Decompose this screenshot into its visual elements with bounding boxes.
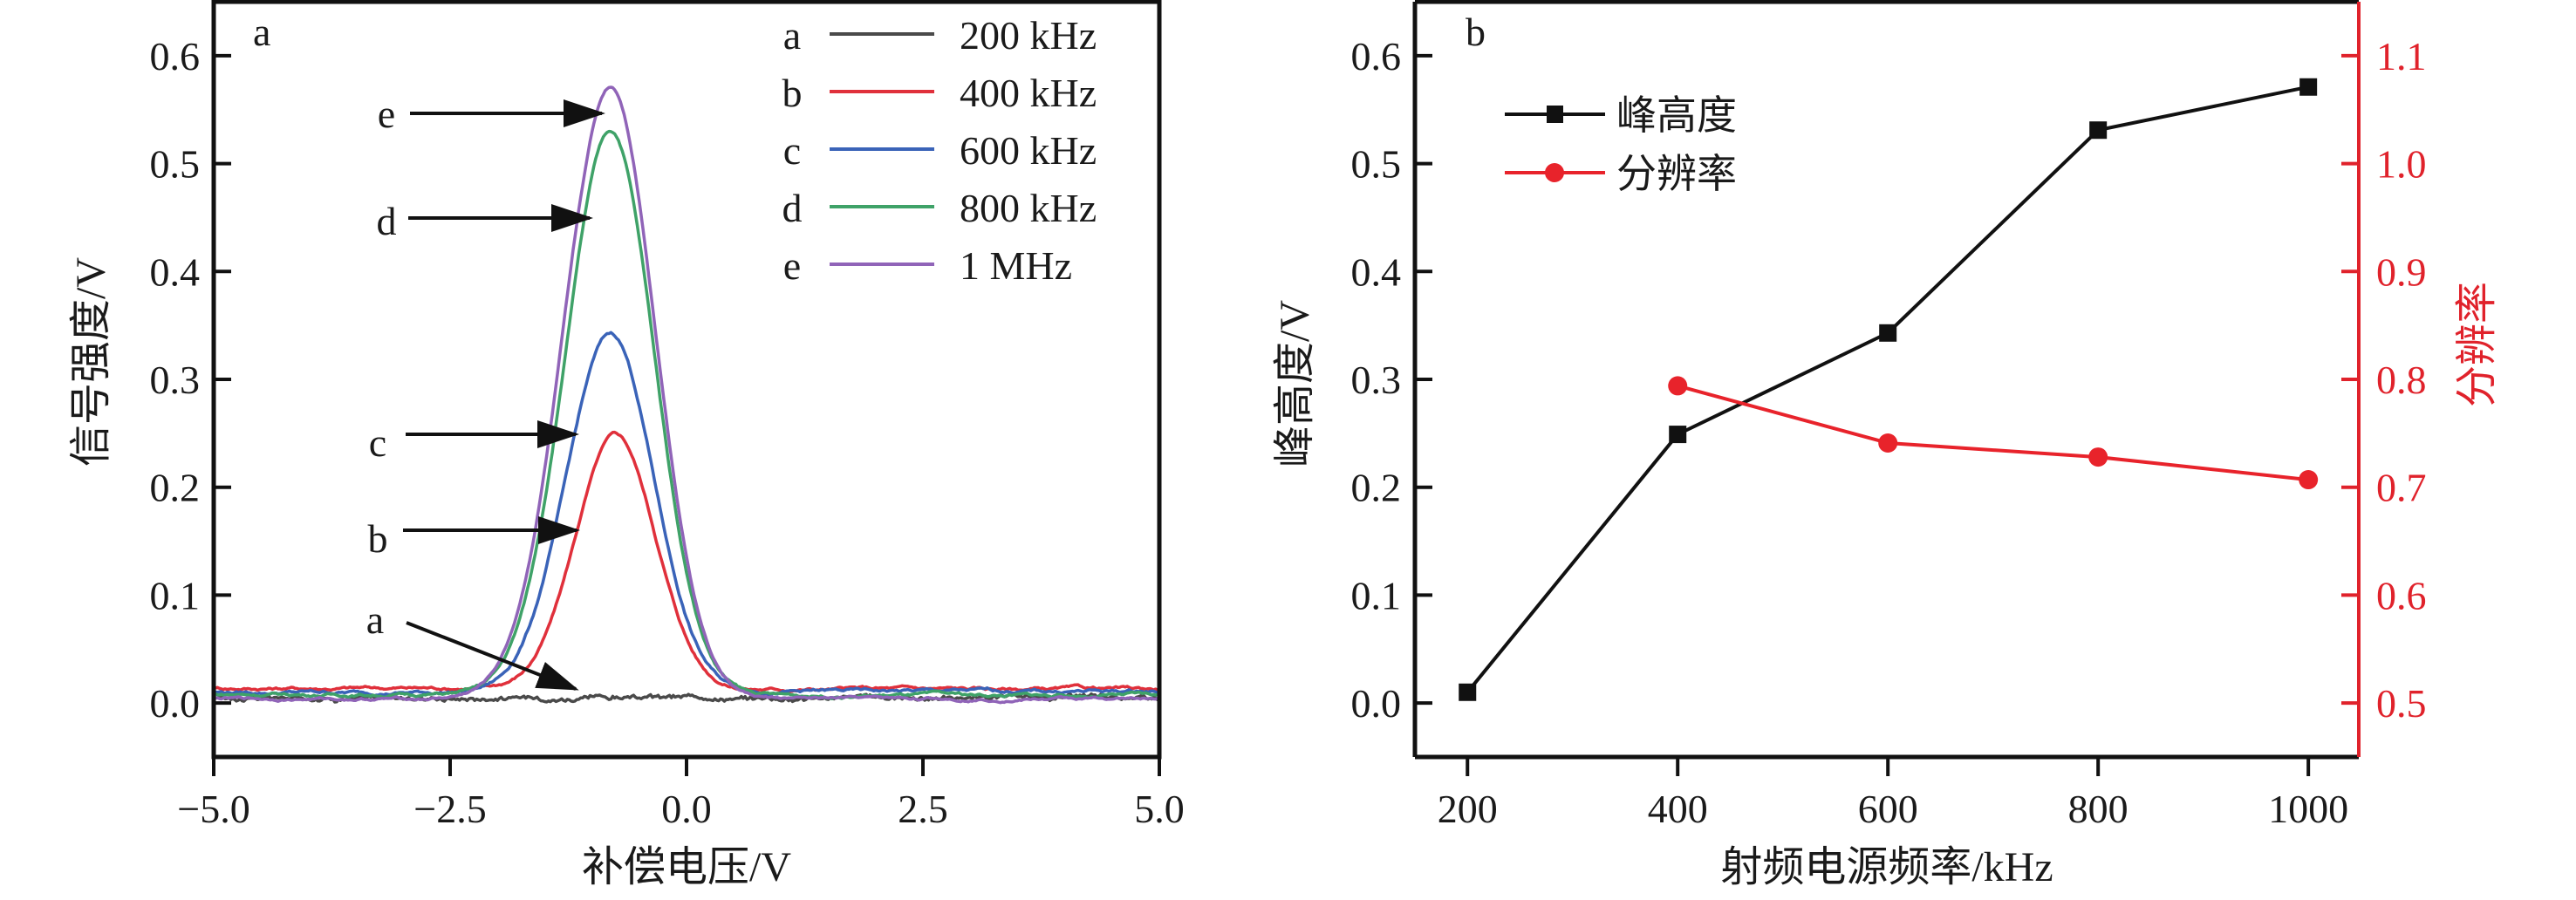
y-tick-label: 0.0 (1351, 681, 1402, 726)
panel-a-arrow-annotations: e d c ba (366, 92, 605, 691)
data-point-square (1879, 324, 1897, 342)
y-tick-label: 0.3 (150, 358, 201, 402)
curve-b (213, 430, 1160, 693)
right-y-tick-label: 0.8 (2376, 358, 2427, 402)
right-y-tick-label: 0.9 (2376, 249, 2427, 294)
legend-item-e: e 1 MHz (783, 243, 1072, 288)
y-tick-label: 0.4 (1351, 249, 1402, 294)
panel-b-right-y-axis-title: 分辨率 (2454, 282, 2500, 407)
legend-square-marker-icon (1547, 106, 1563, 123)
legend-key: b (782, 71, 803, 115)
right-y-tick-label: 1.1 (2376, 34, 2427, 78)
annotation-b: b (368, 516, 580, 561)
curve-e (213, 85, 1160, 705)
legend-item-a: a 200 kHz (783, 13, 1097, 58)
annotation-a: a (366, 597, 579, 691)
panel-a-y-axis-title: 信号强度/V (68, 257, 114, 467)
panel-b-right-y-axis: 0.5 0.6 0.7 0.8 0.9 1.0 1.1 (2341, 34, 2427, 726)
data-point-circle (2088, 447, 2108, 467)
y-tick-label: 0.1 (1351, 573, 1402, 617)
series-resolution (1668, 376, 2319, 490)
legend-item-resolution: 分辨率 (1505, 152, 1737, 196)
data-point-square (2089, 121, 2108, 140)
annotation-e: e (378, 92, 605, 136)
y-tick-label: 0.6 (150, 34, 201, 78)
x-tick-label: 1000 (2268, 787, 2348, 831)
panel-a-curves (212, 85, 1161, 705)
series-line (1466, 85, 2309, 694)
y-tick-label: 0.0 (150, 681, 201, 726)
right-y-tick-label: 0.7 (2376, 466, 2427, 510)
data-point-circle (2299, 470, 2319, 490)
panel-a-x-axis-title: 补偿电压/V (582, 844, 791, 890)
x-tick-label: −2.5 (413, 787, 486, 831)
x-tick-label: 800 (2068, 787, 2128, 831)
x-tick-label: 0.0 (661, 787, 712, 831)
legend-label: 200 kHz (960, 13, 1097, 58)
panel-a-legend: a 200 kHz b 400 kHz c 600 kHz d 800 kHz e 1 MHz (782, 13, 1097, 288)
x-tick-label: 200 (1438, 787, 1498, 831)
annotation-label: e (378, 92, 395, 136)
data-point-circle (1878, 433, 1898, 453)
right-y-tick-label: 0.5 (2376, 681, 2427, 726)
x-tick-label: 2.5 (898, 787, 948, 831)
data-point-circle (1668, 376, 1688, 396)
right-y-tick-label: 0.6 (2376, 573, 2427, 617)
panel-a-label: a (253, 10, 270, 54)
annotation-label: a (366, 597, 384, 642)
panel-b-label: b (1466, 10, 1486, 54)
legend-label: 1 MHz (960, 243, 1072, 288)
legend-item-b: b 400 kHz (782, 71, 1097, 115)
y-tick-label: 0.5 (150, 142, 201, 187)
legend-key: c (783, 128, 801, 173)
legend-item-d: d 800 kHz (782, 186, 1097, 230)
annotation-label: c (369, 420, 386, 465)
y-tick-label: 0.1 (150, 573, 201, 617)
annotation-c: c (369, 420, 579, 465)
panel-b-x-axis: 200 400 600 800 1000 (1438, 757, 2348, 831)
annotation-label: b (368, 516, 388, 561)
legend-key: d (782, 186, 803, 230)
x-tick-label: 5.0 (1134, 787, 1185, 831)
legend-label: 800 kHz (960, 186, 1097, 230)
panel-b-left-y-axis: 0.0 0.1 0.2 0.3 0.4 0.5 0.6 (1351, 34, 1432, 726)
legend-label: 分辨率 (1616, 152, 1737, 196)
data-point-square (1459, 683, 1477, 701)
legend-label: 400 kHz (960, 71, 1097, 115)
y-tick-label: 0.3 (1351, 358, 1402, 402)
y-tick-label: 0.6 (1351, 34, 1402, 78)
x-tick-label: 400 (1648, 787, 1708, 831)
arrow-icon (406, 621, 579, 691)
curve-d (213, 129, 1160, 701)
data-point-square (1669, 426, 1687, 444)
legend-circle-marker-icon (1545, 163, 1564, 182)
y-tick-label: 0.2 (150, 466, 201, 510)
x-tick-label: −5.0 (177, 787, 249, 831)
y-tick-label: 0.2 (1351, 466, 1402, 510)
legend-key: a (783, 13, 801, 58)
right-y-tick-label: 1.0 (2376, 142, 2427, 187)
y-tick-label: 0.4 (150, 249, 201, 294)
legend-label: 600 kHz (960, 128, 1097, 173)
legend-item-peak-height: 峰高度 (1505, 93, 1737, 138)
y-tick-label: 0.5 (1351, 142, 1402, 187)
series-peak-height (1459, 78, 2318, 701)
data-point-square (2299, 78, 2318, 96)
panel-b-left-y-axis-title: 峰高度/V (1272, 300, 1318, 467)
series-line (1677, 384, 2309, 482)
panel-b-x-axis-title: 射频电源频率/kHz (1720, 844, 2053, 890)
panel-b-series (1459, 78, 2319, 701)
panel-a-y-axis: 0.0 0.1 0.2 0.3 0.4 0.5 0.6 (150, 34, 231, 726)
panel-b-frequency-chart: 200 400 600 800 1000 0.0 0.1 0.2 0.3 0.4 0.5 0.6 0… (1272, 0, 2500, 890)
x-tick-label: 600 (1858, 787, 1918, 831)
annotation-label: d (377, 199, 397, 243)
legend-label: 峰高度 (1616, 93, 1737, 138)
panel-a-x-axis: −5.0 −2.5 0.0 2.5 5.0 (177, 757, 1185, 831)
annotation-d: d (377, 199, 593, 243)
legend-item-c: c 600 kHz (783, 128, 1097, 173)
legend-key: e (783, 243, 801, 288)
